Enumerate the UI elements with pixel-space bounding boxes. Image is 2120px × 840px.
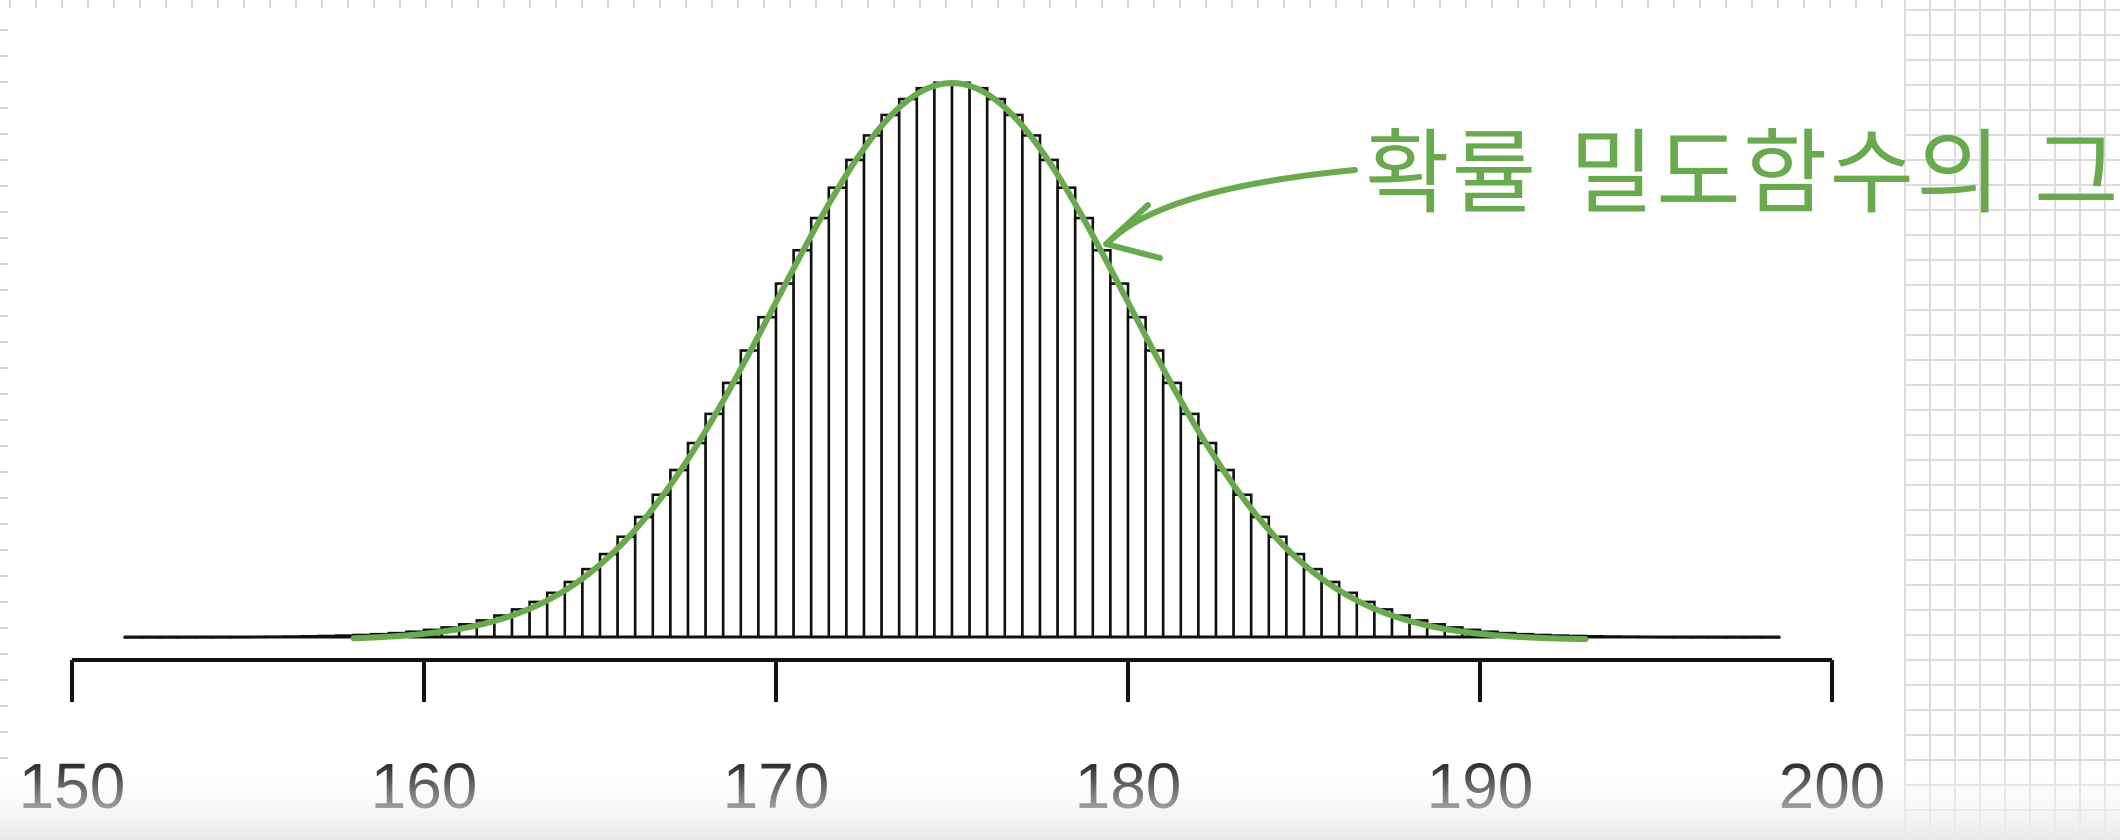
histogram-bar xyxy=(897,97,919,639)
histogram-bar xyxy=(633,515,655,639)
histogram-bar xyxy=(757,315,778,639)
histogram-bar xyxy=(809,216,831,639)
histogram-bar xyxy=(968,86,989,639)
histogram-bar xyxy=(915,86,936,639)
histogram-bar xyxy=(1249,515,1271,639)
histogram-bar xyxy=(1232,493,1253,639)
histogram-bar xyxy=(669,468,690,639)
histogram-bars xyxy=(123,81,1781,639)
histogram-bar xyxy=(1109,282,1130,639)
histogram-bar xyxy=(598,552,619,639)
histogram-bar xyxy=(1197,441,1218,639)
histogram-bar xyxy=(1285,552,1306,639)
page-margin-dots xyxy=(0,0,1883,759)
histogram-bar xyxy=(845,158,866,639)
histogram-bar xyxy=(651,493,672,639)
histogram-bar xyxy=(862,134,883,639)
histogram-bar xyxy=(1056,186,1077,639)
histogram-bar xyxy=(774,282,795,639)
histogram-bar xyxy=(792,248,813,639)
histogram-bar xyxy=(1003,113,1024,639)
histogram-bar xyxy=(827,186,848,639)
histogram-bar xyxy=(985,97,1007,639)
histogram-bar xyxy=(1126,315,1147,639)
histogram-bar xyxy=(1267,535,1288,639)
density-curve-annotation: 확률 밀도함수의 그래프 xyxy=(1365,120,2120,227)
histogram-bar xyxy=(721,381,743,639)
histogram-bar xyxy=(1073,216,1095,639)
histogram-bar xyxy=(704,412,725,639)
histogram-bar xyxy=(1214,468,1235,639)
histogram-bar xyxy=(1161,381,1183,639)
histogram-bar xyxy=(686,441,707,639)
histogram-bar xyxy=(1179,412,1200,639)
density-curve xyxy=(350,80,1589,643)
histogram-bar xyxy=(950,81,971,639)
histogram-bar xyxy=(1038,158,1059,639)
histogram-bar xyxy=(880,113,901,639)
x-axis-ticks xyxy=(70,660,1834,702)
histogram-bar xyxy=(1144,349,1165,639)
histogram-bar xyxy=(933,81,954,639)
annotation-arrowhead xyxy=(1103,202,1163,261)
histogram-bar xyxy=(616,535,637,639)
histogram-bar xyxy=(739,349,760,639)
histogram-bar xyxy=(1091,248,1112,639)
histogram-bar xyxy=(1021,134,1042,639)
bottom-shade xyxy=(0,760,2120,840)
notebook-grid-background xyxy=(1904,0,2120,840)
